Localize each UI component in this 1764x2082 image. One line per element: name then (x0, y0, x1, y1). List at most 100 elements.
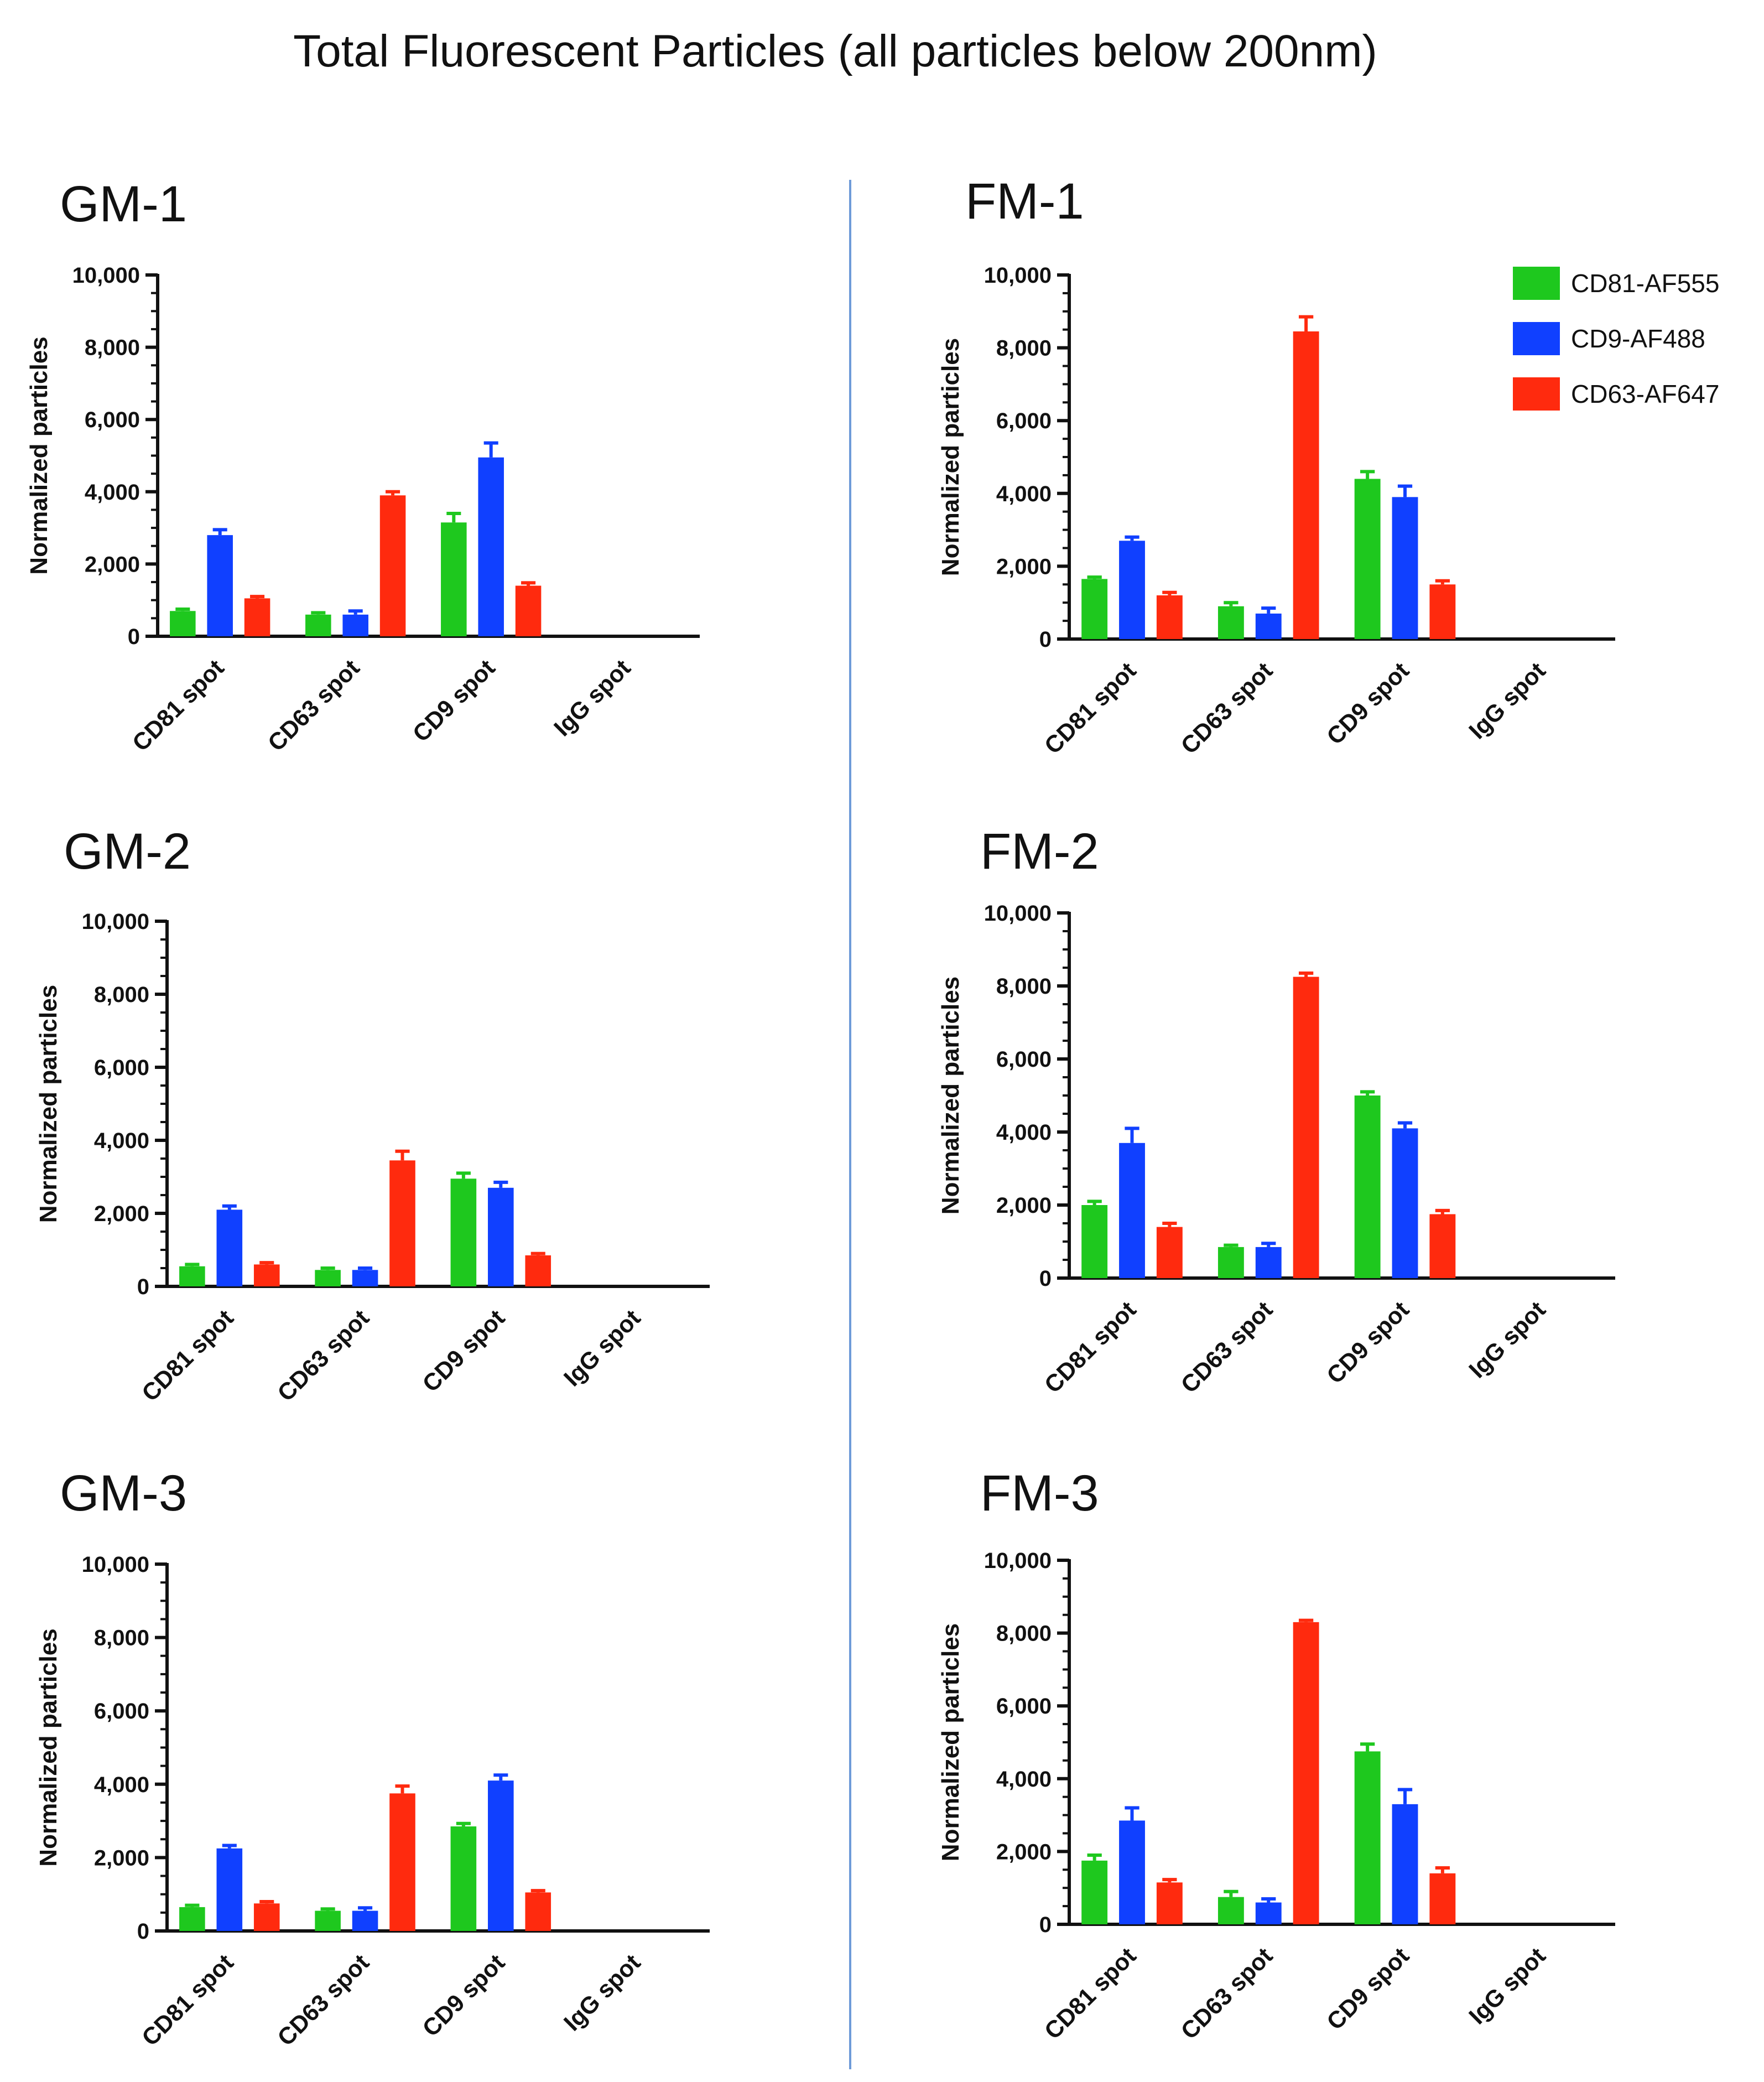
bar-cd81-spot-cd9-af488 (207, 535, 233, 636)
bar-cd81-spot-cd63-af647 (253, 1264, 280, 1286)
y-tick-label: 4,000 (94, 1129, 149, 1153)
y-tick-label: 10,000 (82, 1553, 149, 1577)
x-category-label: CD63 spot (263, 655, 365, 756)
x-category-label: CD81 spot (1039, 1296, 1141, 1398)
x-category-label: IgG spot (1464, 1943, 1550, 2029)
y-tick-label: 6,000 (996, 1047, 1052, 1072)
chart-panel-gm-2: GM-2 Normalized particles 0 2,000 4,000 6,000… (35, 823, 710, 1406)
y-tick-label: 0 (1039, 1913, 1052, 1937)
bar-cd9-spot-cd63-af647 (1429, 1873, 1456, 1924)
bar-cd9-spot-cd81-af555 (450, 1178, 477, 1286)
bar-cd81-spot-cd9-af488 (216, 1209, 243, 1286)
legend-swatch-cd81-af555 (1513, 267, 1560, 300)
x-category-label: CD81 spot (127, 655, 229, 756)
bar-cd9-spot-cd63-af647 (1429, 584, 1456, 639)
panel-title: GM-2 (64, 823, 191, 880)
legend-swatch-cd63-af647 (1513, 377, 1560, 411)
y-tick-label: 8,000 (85, 336, 140, 360)
y-tick-label: 2,000 (996, 1193, 1052, 1218)
bar-cd81-spot-cd81-af555 (1081, 1205, 1108, 1278)
figure-title: Total Fluorescent Particles (all particl… (293, 26, 1377, 76)
panel-title: FM-3 (980, 1465, 1099, 1522)
x-category-label: IgG spot (549, 655, 636, 741)
bar-cd9-spot-cd63-af647 (1429, 1214, 1456, 1278)
y-tick-label: 8,000 (996, 336, 1052, 361)
bar-cd9-spot-cd81-af555 (1354, 1751, 1381, 1924)
y-tick-label: 4,000 (996, 1120, 1052, 1145)
y-axis-label: Normalized particles (937, 338, 964, 576)
bar-cd63-spot-cd9-af488 (352, 1270, 378, 1286)
bar-cd81-spot-cd63-af647 (1156, 1882, 1183, 1924)
x-category-label: CD81 spot (1039, 657, 1141, 759)
panel-title: GM-3 (60, 1465, 187, 1522)
x-category-label: CD9 spot (1322, 1943, 1414, 2035)
bar-cd81-spot-cd9-af488 (216, 1848, 243, 1931)
y-tick-label: 6,000 (85, 408, 140, 432)
y-tick-label: 0 (137, 1275, 149, 1299)
x-category-label: CD81 spot (137, 1949, 238, 2051)
x-category-label: CD81 spot (1039, 1943, 1141, 2044)
bar-cd9-spot-cd63-af647 (515, 585, 542, 636)
y-tick-label: 10,000 (984, 901, 1052, 926)
chart-panels: GM-1 Normalized particles 0 2,000 4,000 6,000… (25, 173, 1615, 2051)
bar-cd63-spot-cd81-af555 (315, 1270, 341, 1286)
chart-panel-gm-3: GM-3 Normalized particles 0 2,000 4,000 6,000… (35, 1465, 710, 2051)
bar-cd81-spot-cd81-af555 (1081, 1860, 1108, 1924)
bar-cd9-spot-cd9-af488 (488, 1780, 514, 1931)
bar-cd63-spot-cd81-af555 (305, 614, 331, 636)
panel-title: FM-2 (980, 823, 1099, 880)
bar-cd9-spot-cd81-af555 (1354, 479, 1381, 639)
legend-swatch-cd9-af488 (1513, 322, 1560, 355)
bar-cd63-spot-cd9-af488 (352, 1910, 378, 1931)
y-tick-label: 8,000 (94, 1626, 149, 1650)
y-tick-label: 10,000 (72, 263, 140, 288)
bar-cd63-spot-cd81-af555 (1217, 1247, 1244, 1278)
legend-label: CD63-AF647 (1571, 380, 1719, 408)
y-tick-label: 8,000 (996, 1622, 1052, 1646)
x-category-label: IgG spot (1464, 1296, 1550, 1383)
bar-cd63-spot-cd9-af488 (342, 614, 368, 636)
y-tick-label: 0 (1039, 1266, 1052, 1291)
x-category-label: CD9 spot (418, 1949, 510, 2042)
y-tick-label: 6,000 (94, 1056, 149, 1080)
bar-cd81-spot-cd81-af555 (179, 1907, 205, 1931)
legend-label: CD81-AF555 (1571, 269, 1719, 298)
y-tick-label: 10,000 (984, 1549, 1052, 1573)
bar-cd9-spot-cd9-af488 (1392, 1128, 1418, 1278)
x-category-label: CD9 spot (408, 655, 500, 747)
bar-cd63-spot-cd9-af488 (1255, 613, 1282, 639)
bar-cd63-spot-cd81-af555 (1217, 606, 1244, 639)
bar-cd81-spot-cd63-af647 (1156, 595, 1183, 639)
bar-cd81-spot-cd63-af647 (1156, 1227, 1183, 1278)
y-tick-label: 2,000 (996, 554, 1052, 579)
bar-cd9-spot-cd63-af647 (525, 1892, 551, 1931)
y-tick-label: 2,000 (94, 1846, 149, 1870)
bar-cd9-spot-cd63-af647 (525, 1255, 551, 1286)
bar-cd81-spot-cd63-af647 (253, 1903, 280, 1931)
x-category-label: CD63 spot (1176, 1943, 1278, 2044)
bar-cd9-spot-cd9-af488 (488, 1187, 514, 1286)
y-tick-label: 10,000 (984, 263, 1052, 288)
y-tick-label: 10,000 (82, 910, 149, 934)
y-axis-label: Normalized particles (937, 1623, 964, 1861)
y-tick-label: 4,000 (996, 1767, 1052, 1792)
x-category-label: CD63 spot (1176, 1296, 1278, 1398)
x-category-label: CD9 spot (1322, 1296, 1414, 1389)
panel-title: GM-1 (60, 176, 187, 232)
bar-cd9-spot-cd81-af555 (441, 522, 467, 636)
bar-cd81-spot-cd81-af555 (1081, 579, 1108, 639)
x-category-label: CD9 spot (418, 1305, 510, 1397)
y-tick-label: 0 (128, 625, 140, 649)
bar-cd81-spot-cd9-af488 (1119, 1820, 1145, 1924)
y-tick-label: 4,000 (996, 482, 1052, 506)
bar-cd81-spot-cd81-af555 (179, 1266, 205, 1286)
y-tick-label: 4,000 (85, 480, 140, 505)
x-category-label: IgG spot (559, 1305, 646, 1392)
y-tick-label: 2,000 (85, 552, 140, 577)
y-tick-label: 0 (1039, 627, 1052, 652)
x-category-label: CD63 spot (1176, 657, 1278, 759)
chart-panel-fm-2: FM-2 Normalized particles 0 2,000 4,000 6,000… (937, 823, 1615, 1398)
y-tick-label: 8,000 (94, 983, 149, 1007)
bar-cd9-spot-cd81-af555 (450, 1826, 477, 1931)
